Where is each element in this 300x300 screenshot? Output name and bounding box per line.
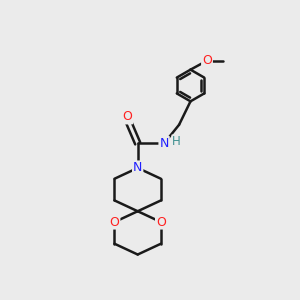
Text: H: H [172, 135, 181, 148]
Text: O: O [156, 216, 166, 229]
Text: N: N [133, 161, 142, 174]
Text: O: O [202, 54, 212, 67]
Text: O: O [122, 110, 132, 123]
Text: O: O [110, 216, 119, 229]
Text: N: N [159, 137, 169, 150]
